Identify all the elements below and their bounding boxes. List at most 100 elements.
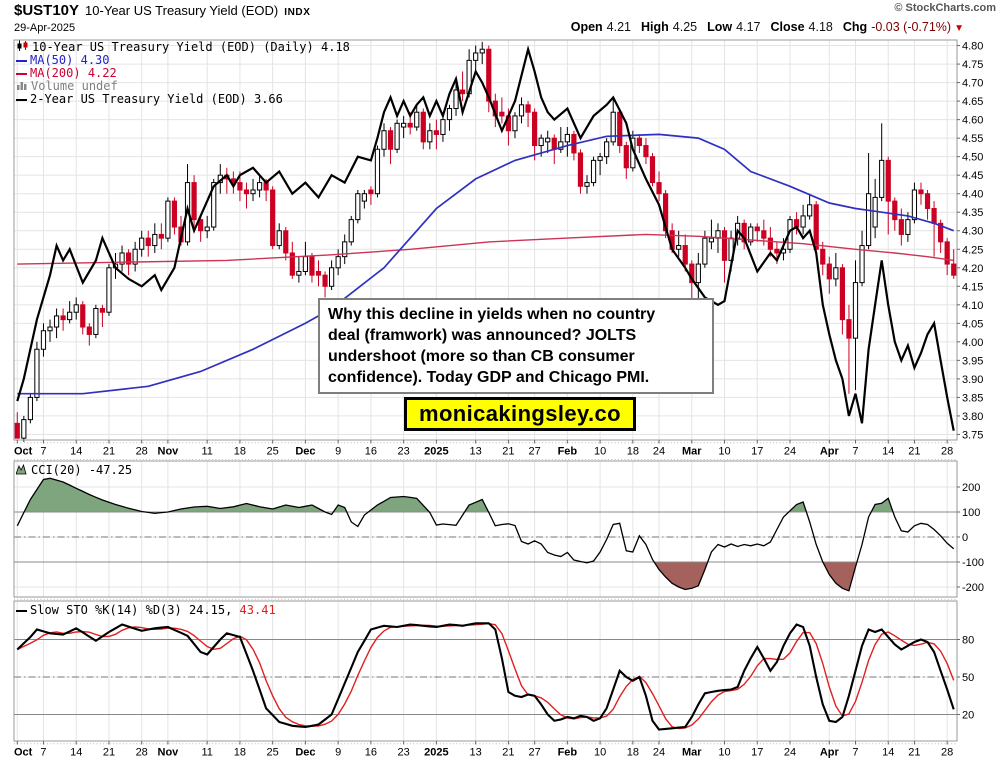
svg-text:100: 100 (962, 507, 980, 519)
svg-text:16: 16 (365, 446, 377, 458)
chg-value: -0.03 (-0.71%) (871, 20, 952, 34)
grid-layer (14, 40, 957, 745)
stoch-lines (14, 622, 957, 731)
legend-label: 2-Year US Treasury Yield (EOD) (30, 92, 247, 106)
annotation-line: deal (framwork) was announced? JOLTS (328, 327, 637, 344)
legend-item-4: 2-Year US Treasury Yield (EOD) 3.66 (16, 93, 350, 106)
svg-text:28: 28 (136, 446, 148, 458)
annotation-line: Why this decline in yields when no count… (328, 306, 656, 323)
main-chart-legend: 10-Year US Treasury Yield (EOD) (Daily) … (16, 40, 350, 106)
svg-text:25: 25 (267, 747, 279, 759)
svg-text:28: 28 (941, 446, 953, 458)
svg-text:Feb: Feb (558, 747, 578, 759)
candles-layer (14, 41, 957, 442)
chg-label: Chg (842, 20, 868, 34)
svg-text:7: 7 (40, 446, 46, 458)
svg-text:-200: -200 (962, 582, 984, 594)
svg-text:7: 7 (40, 747, 46, 759)
svg-text:4.50: 4.50 (962, 152, 983, 164)
svg-text:4.75: 4.75 (962, 59, 983, 71)
chart-header: $UST10Y 10-Year US Treasury Yield (EOD) IN… (14, 2, 311, 20)
svg-text:4.30: 4.30 (962, 226, 983, 238)
low-label: Low (707, 20, 733, 34)
svg-text:4.20: 4.20 (962, 263, 983, 275)
svg-text:23: 23 (398, 747, 410, 759)
svg-text:10: 10 (718, 446, 730, 458)
legend-item-2: MA(200) 4.22 (16, 67, 350, 80)
svg-text:28: 28 (941, 747, 953, 759)
chg-down-triangle-icon: ▼ (954, 23, 964, 34)
svg-text:4.15: 4.15 (962, 281, 983, 293)
svg-text:7: 7 (852, 747, 858, 759)
svg-text:21: 21 (908, 747, 920, 759)
svg-text:Mar: Mar (682, 446, 702, 458)
svg-text:Oct: Oct (14, 747, 33, 759)
stoch-legend-label: Slow STO %K(14) %D(3) (30, 603, 182, 617)
legend-item-0: 10-Year US Treasury Yield (EOD) (Daily) … (16, 40, 350, 55)
svg-text:27: 27 (528, 747, 540, 759)
stoch-line-swatch (16, 609, 27, 612)
svg-text:Apr: Apr (820, 747, 840, 759)
svg-text:21: 21 (103, 446, 115, 458)
page-title: 10-Year US Treasury Yield (EOD) (85, 3, 279, 18)
svg-text:Oct: Oct (14, 446, 33, 458)
svg-text:80: 80 (962, 635, 974, 647)
legend-item-1: MA(50) 4.30 (16, 54, 350, 67)
legend-label: 10-Year US Treasury Yield (EOD) (Daily) (32, 40, 314, 54)
svg-text:14: 14 (70, 747, 82, 759)
svg-text:4.70: 4.70 (962, 78, 983, 90)
svg-text:Feb: Feb (558, 446, 578, 458)
svg-text:24: 24 (653, 747, 665, 759)
cci-area (14, 477, 957, 592)
candlestick-icon (16, 40, 29, 55)
svg-text:0: 0 (962, 532, 968, 544)
annotation-line: undershoot (more so than CB consumer (328, 348, 635, 365)
svg-text:13: 13 (470, 446, 482, 458)
svg-text:14: 14 (882, 747, 894, 759)
legend-label: Volume (31, 79, 75, 93)
chart-date: 29-Apr-2025 (14, 22, 76, 34)
svg-text:Dec: Dec (295, 446, 315, 458)
svg-text:25: 25 (267, 446, 279, 458)
svg-text:14: 14 (70, 446, 82, 458)
svg-text:10: 10 (594, 747, 606, 759)
cci-legend-label: CCI(20) (31, 463, 82, 477)
svg-text:Apr: Apr (820, 446, 840, 458)
svg-text:Mar: Mar (682, 747, 702, 759)
svg-text:24: 24 (653, 446, 665, 458)
legend-item-3: Volume undef (16, 80, 350, 93)
svg-text:200: 200 (962, 482, 980, 494)
legend-value: 4.30 (80, 53, 110, 67)
svg-text:7: 7 (852, 446, 858, 458)
panel-borders (13, 39, 958, 742)
svg-text:9: 9 (335, 446, 341, 458)
svg-text:4.45: 4.45 (962, 170, 983, 182)
volume-bars-icon (16, 80, 28, 94)
svg-text:4.60: 4.60 (962, 115, 983, 127)
cci-legend-value: -47.25 (88, 463, 133, 477)
svg-text:Nov: Nov (158, 446, 180, 458)
svg-text:3.95: 3.95 (962, 355, 983, 367)
legend-value: 3.66 (253, 92, 283, 106)
cci-legend: CCI(20) -47.25 (15, 463, 133, 477)
svg-text:28: 28 (136, 747, 148, 759)
svg-text:21: 21 (103, 747, 115, 759)
low-value: 4.17 (736, 20, 761, 34)
legend-value: undef (81, 79, 118, 93)
annotation-box: Why this decline in yields when no count… (318, 298, 714, 394)
ma50-line (17, 133, 955, 395)
svg-text:21: 21 (502, 446, 514, 458)
legend-label: MA(200) (30, 66, 81, 80)
svg-text:18: 18 (234, 747, 246, 759)
close-value: 4.18 (808, 20, 833, 34)
svg-text:4.40: 4.40 (962, 189, 983, 201)
svg-text:4.10: 4.10 (962, 300, 983, 312)
svg-text:23: 23 (398, 446, 410, 458)
svg-text:4.55: 4.55 (962, 133, 983, 145)
svg-text:10: 10 (594, 446, 606, 458)
svg-text:2025: 2025 (424, 747, 448, 759)
annotation-line: confidence). Today GDP and Chicago PMI. (328, 369, 650, 386)
svg-text:4.05: 4.05 (962, 318, 983, 330)
svg-text:17: 17 (751, 446, 763, 458)
high-value: 4.25 (672, 20, 698, 34)
